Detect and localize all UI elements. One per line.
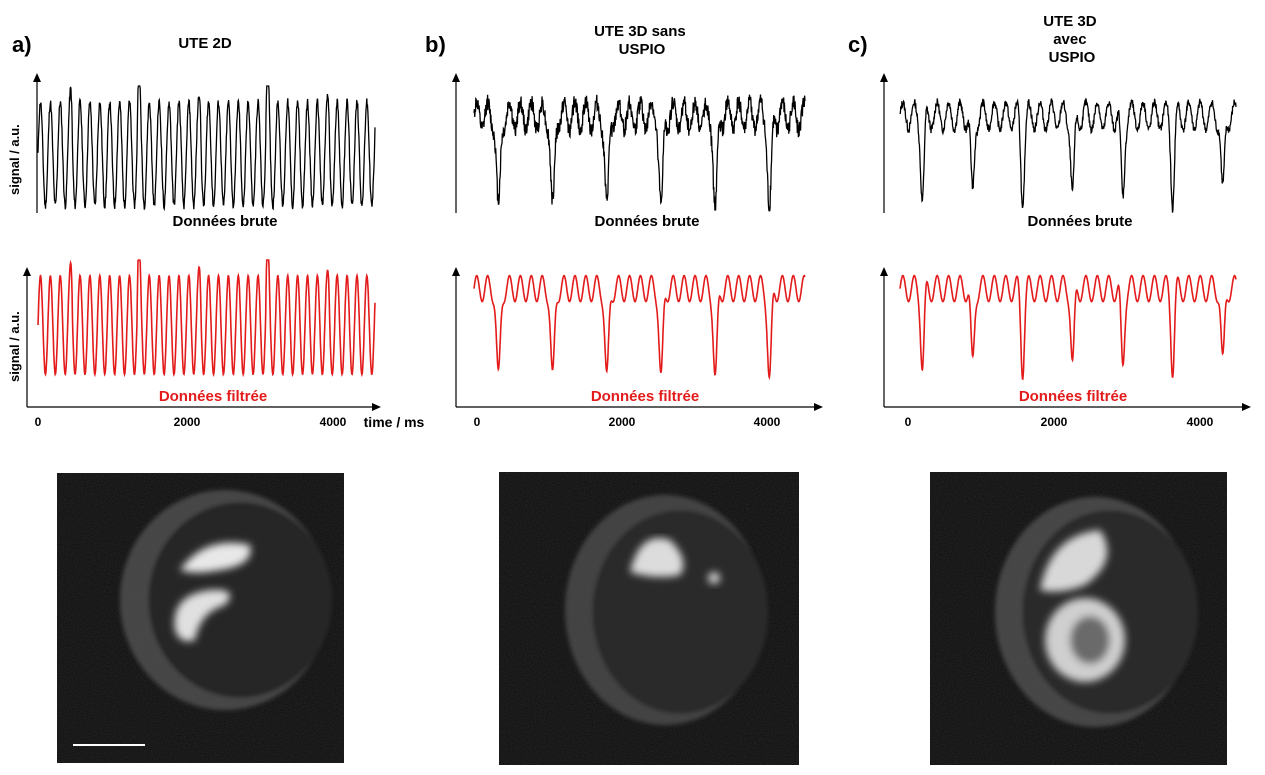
x-axis-arrow-icon bbox=[814, 403, 823, 411]
series-line-a-filtered bbox=[37, 259, 376, 378]
plot-c-filtered: Données filtrée 0 2000 4000 bbox=[880, 267, 1251, 429]
tick-label: 4000 bbox=[1187, 415, 1214, 429]
tick-label: 2000 bbox=[1041, 415, 1068, 429]
panel-title-c: UTE 3D avec USPIO bbox=[1043, 13, 1101, 66]
series-line-c-filtered bbox=[899, 274, 1237, 381]
series-line-c-raw bbox=[899, 98, 1237, 213]
y-axis-arrow-icon bbox=[880, 267, 888, 276]
xlabel-a: time / ms bbox=[364, 414, 425, 430]
plot-b-raw: Données brute bbox=[452, 73, 806, 230]
y-axis-arrow-icon bbox=[452, 267, 460, 276]
panel-title-c-line1: UTE 3D bbox=[1043, 13, 1097, 30]
plot-a-filtered: signal / a.u. Données filtrée 0 2000 400… bbox=[7, 259, 425, 430]
caption-a-filtered: Données filtrée bbox=[159, 388, 267, 405]
panel-title-c-line2: avec bbox=[1053, 31, 1086, 48]
y-axis-arrow-icon bbox=[23, 267, 31, 276]
mri-image-b bbox=[499, 472, 799, 765]
x-axis-arrow-icon bbox=[1242, 403, 1251, 411]
caption-b-raw: Données brute bbox=[594, 213, 699, 230]
series-line-b-raw bbox=[473, 94, 806, 212]
panel-c: c) UTE 3D avec USPIO Données brute Donné… bbox=[848, 13, 1251, 429]
tick-label: 0 bbox=[905, 415, 912, 429]
panel-title-a: UTE 2D bbox=[178, 35, 232, 52]
tick-label: 2000 bbox=[174, 415, 201, 429]
panel-letter-b: b) bbox=[425, 32, 446, 57]
y-axis-arrow-icon bbox=[452, 73, 460, 82]
panel-a: a) UTE 2D signal / a.u. Données brute si… bbox=[7, 32, 425, 430]
tick-label: 0 bbox=[474, 415, 481, 429]
caption-c-filtered: Données filtrée bbox=[1019, 388, 1127, 405]
ylabel-a-raw: signal / a.u. bbox=[7, 124, 22, 195]
y-axis-arrow-icon bbox=[33, 73, 41, 82]
caption-b-filtered: Données filtrée bbox=[591, 388, 699, 405]
tick-label: 4000 bbox=[320, 415, 347, 429]
tick-label: 2000 bbox=[609, 415, 636, 429]
y-axis-arrow-icon bbox=[880, 73, 888, 82]
plot-b-filtered: Données filtrée 0 2000 4000 bbox=[452, 267, 823, 429]
caption-a-raw: Données brute bbox=[172, 213, 277, 230]
panel-b: b) UTE 3D sans USPIO Données brute Donné… bbox=[425, 23, 823, 429]
panel-title-b-line1: UTE 3D sans bbox=[594, 23, 686, 40]
ylabel-a-filtered: signal / a.u. bbox=[7, 311, 22, 382]
panel-title-c-line3: USPIO bbox=[1049, 49, 1096, 66]
plot-c-raw: Données brute bbox=[880, 73, 1237, 230]
mri-image-c bbox=[930, 472, 1227, 765]
panel-title-b: UTE 3D sans USPIO bbox=[594, 23, 690, 58]
panel-title-b-line2: USPIO bbox=[619, 41, 666, 58]
series-line-b-filtered bbox=[473, 274, 806, 381]
mri-image-a bbox=[57, 473, 344, 763]
series-line-a-raw bbox=[37, 85, 376, 212]
caption-c-raw: Données brute bbox=[1027, 213, 1132, 230]
tick-label: 4000 bbox=[754, 415, 781, 429]
x-axis-arrow-icon bbox=[372, 403, 381, 411]
tick-label: 0 bbox=[35, 415, 42, 429]
panel-letter-a: a) bbox=[12, 32, 32, 57]
panel-letter-c: c) bbox=[848, 32, 868, 57]
plot-a-raw: signal / a.u. Données brute bbox=[7, 73, 376, 230]
